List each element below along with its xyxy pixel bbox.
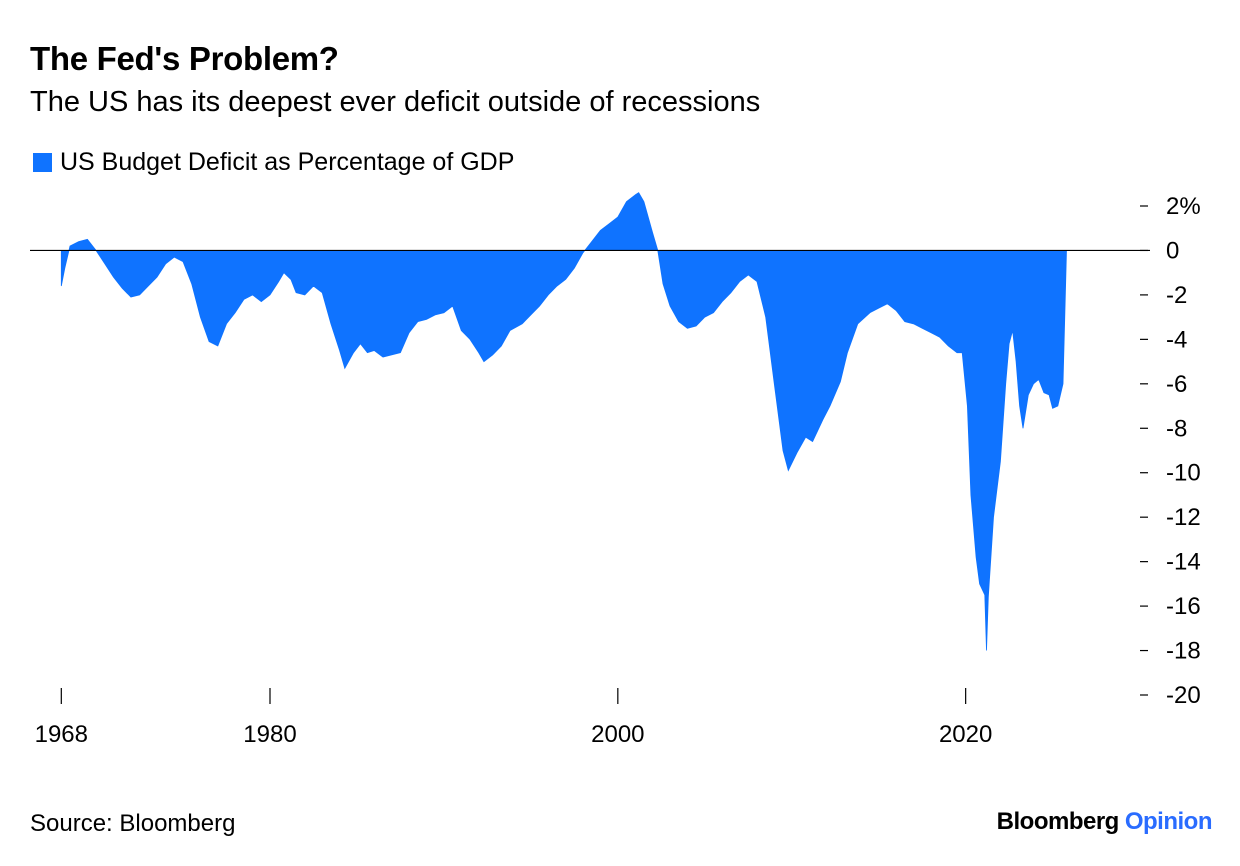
y-tick-label: -14: [1166, 549, 1201, 576]
chart-subtitle: The US has its deepest ever deficit outs…: [30, 86, 761, 118]
brand-section: Opinion: [1124, 808, 1213, 835]
y-tick-label: -2: [1166, 282, 1187, 309]
y-tick-label: -20: [1166, 682, 1201, 709]
legend-label: US Budget Deficit as Percentage of GDP: [60, 148, 515, 176]
x-tick-label: 2020: [939, 721, 992, 748]
source-note: Source: Bloomberg: [30, 810, 236, 837]
y-tick-label: -8: [1166, 415, 1187, 442]
y-tick-label: -12: [1166, 504, 1201, 531]
chart-title: The Fed's Problem?: [30, 40, 339, 77]
y-tick-label: -16: [1166, 593, 1201, 620]
legend: US Budget Deficit as Percentage of GDP: [33, 148, 514, 177]
series-area-0: [60, 192, 1067, 651]
x-tick-label: 1968: [35, 721, 88, 748]
brand-logo: Bloomberg Opinion: [996, 808, 1213, 836]
x-tick-label: 1980: [243, 721, 296, 748]
x-tick-label: 2000: [591, 721, 644, 748]
y-tick-label: -6: [1166, 371, 1187, 398]
y-tick-label: 2%: [1166, 193, 1201, 220]
y-tick-label: 0: [1166, 237, 1179, 264]
y-tick-label: -18: [1166, 638, 1201, 665]
legend-swatch: [33, 153, 52, 172]
y-tick-label: -4: [1166, 326, 1187, 353]
brand-name: Bloomberg: [996, 808, 1120, 835]
y-tick-label: -10: [1166, 460, 1201, 487]
